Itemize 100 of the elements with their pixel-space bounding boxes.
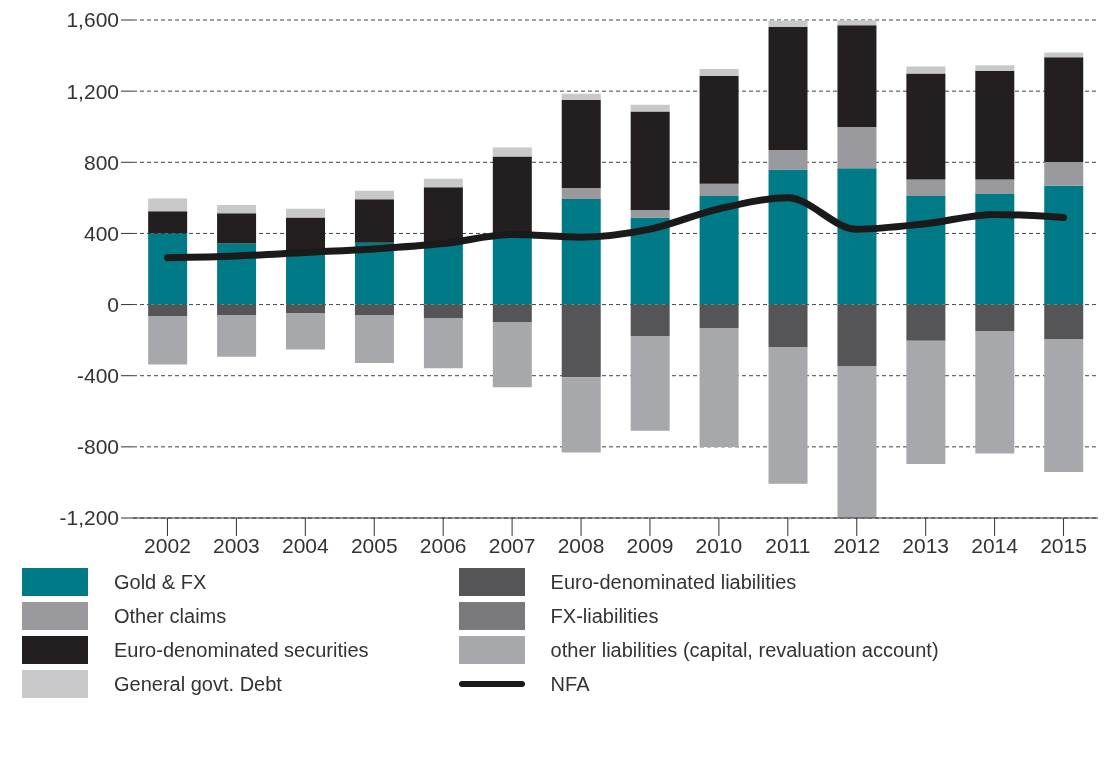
bar bbox=[699, 328, 739, 448]
bar bbox=[561, 93, 601, 100]
bar bbox=[561, 99, 601, 188]
legend-label: Gold & FX bbox=[114, 570, 207, 594]
bar bbox=[699, 69, 739, 76]
bar bbox=[837, 126, 877, 169]
bar bbox=[354, 315, 394, 364]
bar bbox=[630, 209, 670, 218]
x-tick-label: 2013 bbox=[902, 533, 950, 557]
x-tick-label: 2015 bbox=[1040, 533, 1087, 557]
bar bbox=[975, 304, 1015, 332]
bar bbox=[286, 304, 326, 314]
bar bbox=[837, 304, 877, 367]
y-tick-label: 800 bbox=[83, 150, 119, 174]
x-tick-label: 2003 bbox=[213, 533, 260, 557]
bar bbox=[906, 304, 946, 341]
bar bbox=[768, 346, 808, 484]
x-tick-label: 2006 bbox=[419, 533, 467, 557]
legend-label: other liabilities (capital, revaluation account) bbox=[550, 638, 939, 662]
bar bbox=[768, 20, 808, 27]
x-tick-label: 2004 bbox=[281, 533, 329, 557]
bar bbox=[561, 377, 601, 453]
bar bbox=[630, 304, 670, 337]
bar bbox=[217, 213, 257, 244]
bar bbox=[354, 199, 394, 243]
bar bbox=[217, 315, 257, 357]
bar bbox=[1044, 304, 1084, 340]
x-tick-label: 2005 bbox=[350, 533, 398, 557]
bar bbox=[148, 198, 188, 212]
bar bbox=[286, 313, 326, 350]
bar bbox=[492, 147, 532, 157]
bar bbox=[768, 26, 808, 151]
bar bbox=[492, 322, 532, 388]
bar bbox=[837, 25, 877, 127]
bar bbox=[286, 253, 326, 305]
legend-label: General govt. Debt bbox=[114, 672, 282, 696]
legend-label: Other claims bbox=[114, 604, 227, 628]
bar bbox=[975, 179, 1015, 195]
y-tick-label: 1,200 bbox=[66, 79, 119, 103]
bar bbox=[630, 104, 670, 112]
bar bbox=[975, 331, 1015, 454]
x-tick-label: 2010 bbox=[695, 533, 743, 557]
x-tick-label: 2012 bbox=[833, 533, 881, 557]
bar bbox=[423, 304, 463, 318]
bar bbox=[975, 194, 1015, 305]
bar bbox=[148, 316, 188, 365]
x-tick-label: 2007 bbox=[488, 533, 536, 557]
bar bbox=[699, 183, 739, 197]
bar bbox=[1044, 185, 1084, 305]
bar bbox=[148, 211, 188, 234]
legend-label: Euro-denominated securities bbox=[114, 638, 369, 662]
bar bbox=[630, 217, 670, 305]
bar bbox=[906, 196, 946, 305]
bar bbox=[699, 75, 739, 184]
bar bbox=[354, 304, 394, 316]
bar bbox=[699, 196, 739, 305]
y-tick-label: 0 bbox=[107, 293, 119, 317]
bar bbox=[561, 304, 601, 378]
bar bbox=[561, 198, 601, 305]
y-tick-label: -400 bbox=[76, 364, 119, 388]
bar bbox=[630, 111, 670, 210]
x-tick-label: 2009 bbox=[626, 533, 674, 557]
bar bbox=[906, 340, 946, 464]
bar bbox=[561, 187, 601, 199]
bar bbox=[1044, 339, 1084, 472]
bar bbox=[148, 233, 188, 305]
bar bbox=[768, 150, 808, 170]
legend-label: FX-liabilities bbox=[550, 604, 659, 628]
bar bbox=[837, 168, 877, 305]
bar bbox=[217, 304, 257, 316]
y-tick-label: -800 bbox=[76, 435, 119, 459]
bar bbox=[423, 178, 463, 188]
x-tick-label: 2011 bbox=[765, 533, 811, 557]
bar bbox=[837, 20, 877, 26]
bar bbox=[423, 317, 463, 369]
bar bbox=[148, 304, 188, 317]
bar bbox=[975, 65, 1015, 71]
bar bbox=[768, 304, 808, 347]
bar bbox=[217, 204, 257, 214]
bar bbox=[492, 304, 532, 323]
y-tick-label: 400 bbox=[83, 221, 119, 245]
bar bbox=[768, 169, 808, 305]
bar bbox=[837, 366, 877, 518]
y-tick-label: -1,200 bbox=[59, 506, 119, 530]
bar bbox=[286, 208, 326, 218]
bar bbox=[906, 73, 946, 180]
x-tick-label: 2014 bbox=[971, 533, 1019, 557]
bar bbox=[1044, 162, 1084, 186]
bar bbox=[354, 190, 394, 200]
bar bbox=[699, 304, 739, 329]
x-tick-label: 2008 bbox=[557, 533, 605, 557]
x-tick-label: 2002 bbox=[144, 533, 191, 557]
legend-label: NFA bbox=[550, 672, 590, 696]
bar bbox=[630, 336, 670, 431]
bar bbox=[906, 179, 946, 197]
bar bbox=[975, 70, 1015, 180]
y-tick-label: 1,600 bbox=[66, 8, 119, 32]
bar bbox=[906, 66, 946, 74]
bar bbox=[1044, 57, 1084, 163]
bar bbox=[423, 243, 463, 305]
